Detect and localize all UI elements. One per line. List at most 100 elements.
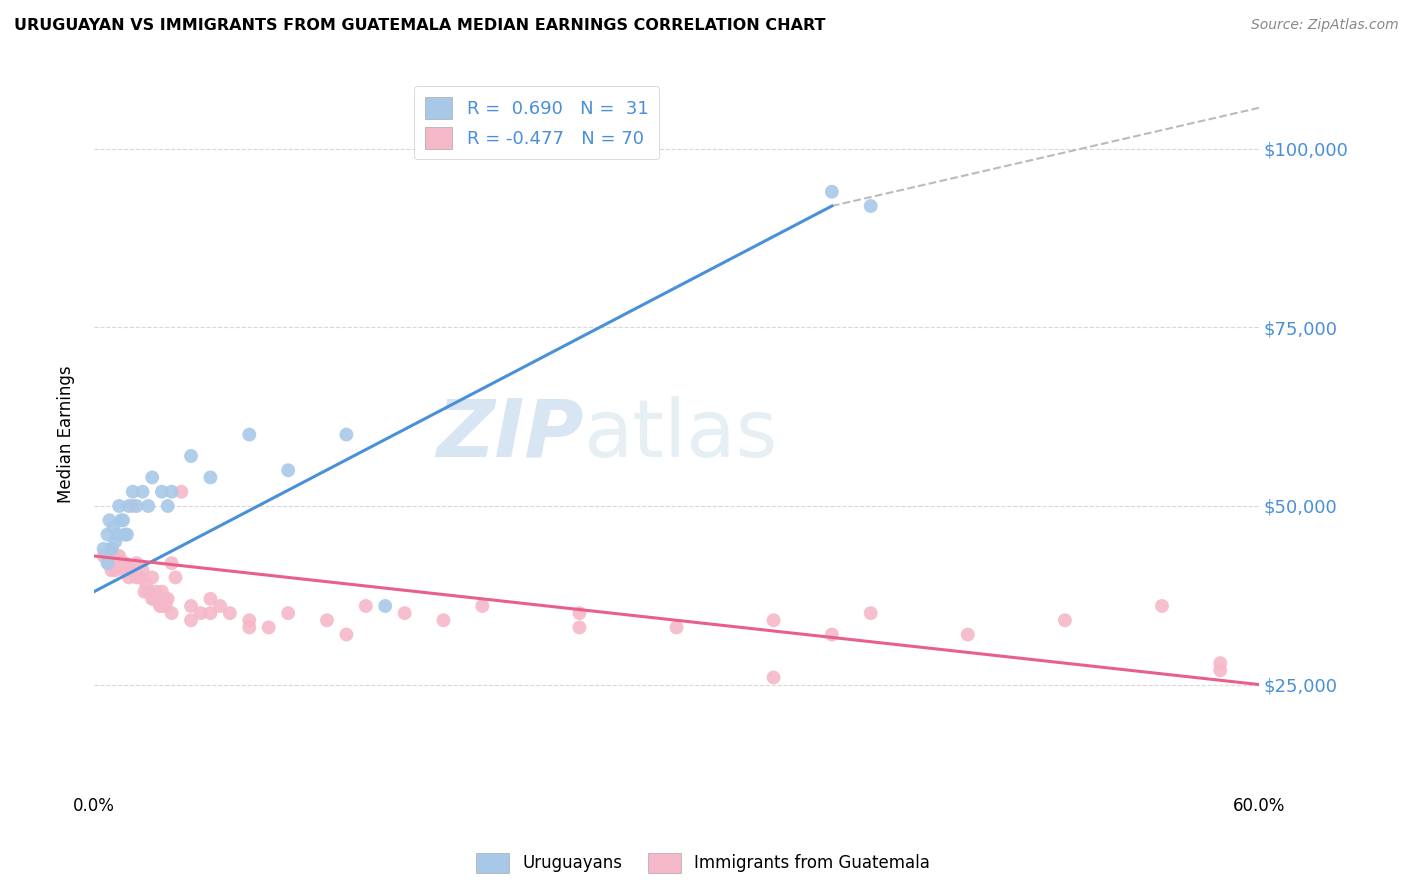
Point — [104, 563, 127, 577]
Point — [134, 584, 156, 599]
Point — [238, 427, 260, 442]
Point — [200, 591, 222, 606]
Point — [200, 470, 222, 484]
Point — [762, 613, 785, 627]
Point — [121, 499, 143, 513]
Point — [165, 570, 187, 584]
Point — [114, 556, 136, 570]
Y-axis label: Median Earnings: Median Earnings — [58, 366, 75, 503]
Point — [136, 499, 159, 513]
Point — [859, 606, 882, 620]
Point — [100, 541, 122, 556]
Point — [956, 627, 979, 641]
Legend: Uruguayans, Immigrants from Guatemala: Uruguayans, Immigrants from Guatemala — [470, 847, 936, 880]
Point — [108, 549, 131, 563]
Point — [114, 563, 136, 577]
Point — [160, 556, 183, 570]
Point — [170, 484, 193, 499]
Point — [104, 534, 127, 549]
Text: ZIP: ZIP — [436, 395, 583, 474]
Point — [277, 606, 299, 620]
Point — [136, 584, 159, 599]
Point — [665, 620, 688, 634]
Point — [103, 520, 125, 534]
Point — [190, 606, 212, 620]
Point — [93, 549, 115, 563]
Text: atlas: atlas — [583, 395, 778, 474]
Point — [180, 449, 202, 463]
Point — [110, 513, 132, 527]
Point — [821, 627, 844, 641]
Point — [118, 570, 141, 584]
Point — [1053, 613, 1076, 627]
Point — [180, 613, 202, 627]
Point — [115, 527, 138, 541]
Point — [471, 599, 494, 613]
Point — [374, 599, 396, 613]
Point — [821, 185, 844, 199]
Point — [108, 556, 131, 570]
Text: Source: ZipAtlas.com: Source: ZipAtlas.com — [1251, 18, 1399, 32]
Point — [155, 599, 177, 613]
Point — [209, 599, 232, 613]
Point — [118, 499, 141, 513]
Text: URUGUAYAN VS IMMIGRANTS FROM GUATEMALA MEDIAN EARNINGS CORRELATION CHART: URUGUAYAN VS IMMIGRANTS FROM GUATEMALA M… — [14, 18, 825, 33]
Point — [335, 427, 357, 442]
Point — [105, 527, 128, 541]
Point — [98, 513, 121, 527]
Point — [568, 606, 591, 620]
Point — [146, 591, 169, 606]
Point — [114, 527, 136, 541]
Point — [218, 606, 240, 620]
Point — [1150, 599, 1173, 613]
Point — [150, 599, 173, 613]
Point — [156, 499, 179, 513]
Point — [120, 563, 142, 577]
Point — [150, 584, 173, 599]
Point — [762, 670, 785, 684]
Point — [96, 527, 118, 541]
Point — [354, 599, 377, 613]
Point — [150, 484, 173, 499]
Point — [156, 591, 179, 606]
Point — [238, 613, 260, 627]
Point — [104, 556, 127, 570]
Point — [131, 563, 153, 577]
Point — [131, 484, 153, 499]
Point — [121, 484, 143, 499]
Legend: R =  0.690   N =  31, R = -0.477   N = 70: R = 0.690 N = 31, R = -0.477 N = 70 — [415, 87, 659, 160]
Point — [96, 556, 118, 570]
Point — [145, 584, 167, 599]
Point — [98, 556, 121, 570]
Point — [135, 577, 157, 591]
Point — [125, 570, 148, 584]
Point — [120, 563, 142, 577]
Point — [96, 549, 118, 563]
Point — [105, 549, 128, 563]
Point — [143, 591, 166, 606]
Point — [141, 591, 163, 606]
Point — [100, 541, 122, 556]
Point — [108, 499, 131, 513]
Point — [200, 606, 222, 620]
Point — [153, 591, 176, 606]
Point — [103, 556, 125, 570]
Point — [859, 199, 882, 213]
Point — [1209, 663, 1232, 677]
Point — [125, 499, 148, 513]
Point — [129, 570, 152, 584]
Point — [238, 620, 260, 634]
Point — [277, 463, 299, 477]
Point — [141, 470, 163, 484]
Point — [100, 563, 122, 577]
Point — [141, 570, 163, 584]
Point — [160, 484, 183, 499]
Point — [112, 513, 135, 527]
Point — [160, 606, 183, 620]
Point — [180, 599, 202, 613]
Point — [93, 541, 115, 556]
Point — [568, 620, 591, 634]
Point — [394, 606, 416, 620]
Point — [149, 599, 172, 613]
Point — [125, 556, 148, 570]
